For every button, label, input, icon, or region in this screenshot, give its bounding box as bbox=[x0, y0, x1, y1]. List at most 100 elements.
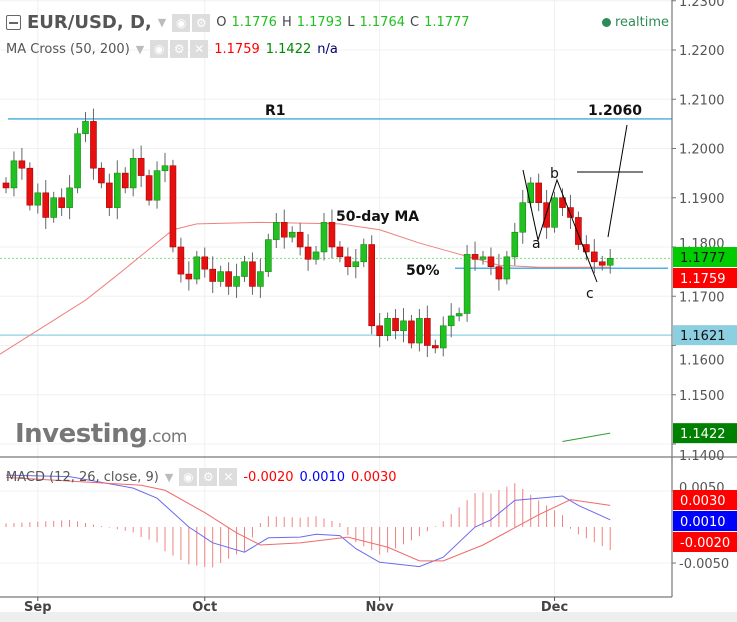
chevron-down-icon[interactable]: ▼ bbox=[157, 16, 167, 29]
collapse-icon[interactable] bbox=[6, 15, 21, 30]
candle-down bbox=[296, 231, 304, 248]
macd-value: 0.0010 bbox=[299, 469, 346, 485]
close-icon[interactable]: ✕ bbox=[219, 468, 238, 486]
candle-up bbox=[217, 271, 224, 282]
price-tick-label: 1.1900 bbox=[679, 192, 725, 207]
candle-up bbox=[455, 313, 463, 317]
date-tick-label: Oct bbox=[192, 600, 217, 615]
low-value: 1.1764 bbox=[359, 15, 406, 30]
close-icon[interactable]: ✕ bbox=[190, 40, 209, 58]
candle-up bbox=[129, 158, 137, 189]
candle-up bbox=[551, 197, 558, 228]
bottom-bar bbox=[0, 612, 737, 622]
candle-up bbox=[352, 261, 360, 267]
gear-icon[interactable]: ⚙ bbox=[199, 468, 218, 486]
candle-down bbox=[590, 251, 598, 263]
ma50-badge: 1.1759 bbox=[680, 272, 726, 287]
close-label: C bbox=[410, 15, 420, 30]
ma200-value: 1.1422 bbox=[265, 41, 312, 57]
candle-up bbox=[288, 231, 296, 238]
candle-up bbox=[384, 318, 391, 336]
ma-cross-label[interactable]: MA Cross (50, 200) bbox=[6, 41, 130, 57]
last-price-badge: 1.1777 bbox=[680, 251, 726, 266]
candle-down bbox=[408, 320, 415, 344]
macd-line bbox=[5, 474, 611, 568]
open-label: O bbox=[216, 15, 227, 30]
candle-down bbox=[225, 271, 232, 287]
logo-brand: Investing bbox=[15, 419, 148, 449]
candle-down bbox=[145, 175, 153, 201]
candle-down bbox=[280, 222, 288, 238]
candle-down bbox=[431, 345, 439, 349]
candle-down bbox=[567, 207, 574, 218]
chevron-down-icon[interactable]: ▼ bbox=[135, 42, 145, 56]
gear-icon[interactable]: ⚙ bbox=[170, 40, 189, 58]
candle-up bbox=[447, 315, 455, 327]
candle-up bbox=[360, 244, 368, 263]
candle-down bbox=[575, 217, 582, 245]
date-tick-label: Dec bbox=[541, 600, 568, 615]
candle-down bbox=[543, 202, 550, 228]
candle-up bbox=[400, 320, 407, 332]
candle-up bbox=[34, 192, 42, 206]
macd-badge: 0.0010 bbox=[680, 515, 726, 530]
candle-up bbox=[320, 222, 328, 253]
price-tick-label: 1.2000 bbox=[679, 143, 725, 158]
candle-up bbox=[312, 251, 320, 260]
macd-label[interactable]: MACD (12, 26, close, 9) bbox=[6, 469, 159, 485]
projection-line bbox=[607, 124, 628, 238]
candle-up bbox=[265, 239, 272, 272]
candle-up bbox=[161, 165, 169, 171]
fib-50-label: 50% bbox=[406, 263, 440, 279]
low-label: L bbox=[347, 15, 355, 30]
status-dot-icon bbox=[602, 18, 611, 27]
candle-up bbox=[241, 261, 248, 277]
candle-up bbox=[272, 222, 280, 240]
candle-down bbox=[376, 325, 383, 336]
candle-up bbox=[511, 231, 519, 258]
last-price-badge-box bbox=[673, 247, 737, 267]
symbol-title: EUR/USD, D, bbox=[27, 12, 152, 33]
candle-up bbox=[479, 256, 487, 260]
candle-down bbox=[344, 256, 352, 268]
macd-legend: MACD (12, 26, close, 9) ▼ ◉ ⚙ ✕ -0.0020 … bbox=[6, 468, 397, 486]
candle-down bbox=[137, 158, 145, 176]
candle-down bbox=[185, 273, 193, 280]
support-badge: 1.1621 bbox=[680, 329, 726, 344]
candle-down bbox=[487, 256, 495, 268]
close-value: 1.1777 bbox=[424, 15, 470, 30]
high-label: H bbox=[281, 15, 292, 30]
chevron-down-icon[interactable]: ▼ bbox=[164, 470, 174, 484]
candle-up bbox=[10, 160, 18, 189]
macd-hist-value: -0.0020 bbox=[243, 469, 294, 485]
ma50-badge-box bbox=[673, 268, 737, 288]
candle-down bbox=[26, 167, 34, 206]
ma-cross-value: n/a bbox=[317, 41, 338, 57]
candle-down bbox=[169, 165, 177, 248]
eye-icon[interactable]: ◉ bbox=[172, 13, 191, 32]
r1-label: R1 bbox=[265, 103, 286, 119]
price-tick-label: 1.2300 bbox=[679, 0, 725, 10]
signal-line bbox=[5, 476, 611, 562]
candle-down bbox=[42, 192, 50, 218]
ma50-label: 50-day MA bbox=[336, 209, 419, 225]
price-tick-label: 1.1700 bbox=[679, 290, 725, 305]
high-value: 1.1793 bbox=[296, 15, 343, 30]
eye-icon[interactable]: ◉ bbox=[150, 40, 169, 58]
eye-icon[interactable]: ◉ bbox=[179, 468, 198, 486]
wave-abc-line bbox=[522, 169, 598, 283]
candle-down bbox=[2, 182, 10, 189]
macd-badge-box bbox=[673, 490, 737, 510]
ma200-badge-box bbox=[673, 423, 737, 444]
candle-up bbox=[463, 254, 471, 314]
open-value: 1.1776 bbox=[231, 15, 277, 30]
wave-c-label: c bbox=[586, 286, 594, 302]
support-badge-box bbox=[673, 325, 737, 346]
candle-down bbox=[471, 254, 479, 260]
price-tick-label: 1.1600 bbox=[679, 354, 725, 369]
candle-down bbox=[304, 246, 312, 260]
gear-icon[interactable]: ⚙ bbox=[192, 13, 211, 32]
macd-badge-box bbox=[673, 532, 737, 552]
macd-badge: -0.0020 bbox=[680, 536, 730, 551]
